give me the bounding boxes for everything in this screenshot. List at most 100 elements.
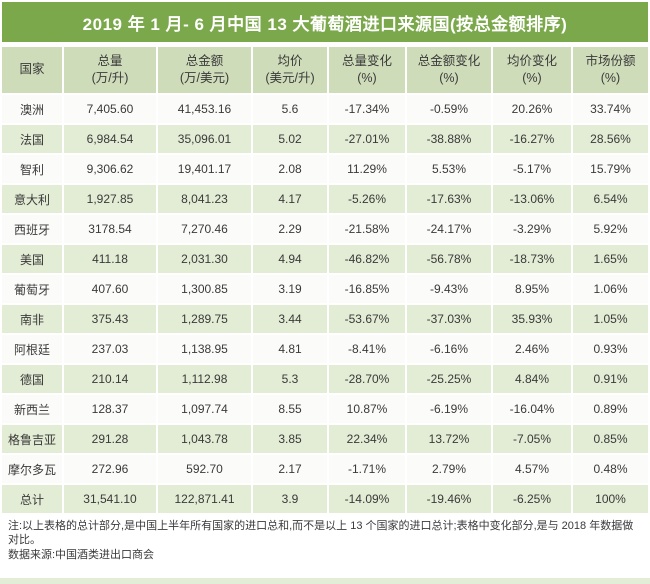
column-header-label: 总金额 [185,53,224,68]
table-row: 智利 9,306.62 19,401.17 2.08 11.29% 5.53% -5.17%… [2,155,648,183]
value-cell: 35.93% [493,305,571,333]
value-cell: 0.48% [573,455,648,483]
value-cell: 28.56% [573,125,648,153]
value-cell: 4.57% [493,455,571,483]
value-cell: -17.34% [329,95,405,123]
value-cell: 291.28 [64,425,156,453]
value-cell: 3178.54 [64,215,156,243]
column-header-0: 国家 [2,47,62,93]
column-header-unit: (%) [357,71,377,85]
value-cell: 8.55 [253,395,327,423]
column-header-unit: (万/美元) [179,71,230,85]
value-cell: 22.34% [329,425,405,453]
value-cell: -6.19% [407,395,491,423]
column-header-label: 均价变化 [506,53,557,68]
country-cell: 智利 [2,155,62,183]
value-cell: 210.14 [64,365,156,393]
value-cell: 19,401.17 [158,155,251,183]
table-row: 澳洲 7,405.60 41,453.16 5.6 -17.34% -0.59% 20.26… [2,95,648,123]
table-row: 美国 411.18 2,031.30 4.94 -46.82% -56.78% -18.73… [2,245,648,273]
country-cell: 南非 [2,305,62,333]
value-cell: 0.85% [573,425,648,453]
column-header-unit: (万/升) [91,71,129,85]
value-cell: 0.89% [573,395,648,423]
value-cell: -24.17% [407,215,491,243]
value-cell: 407.60 [64,275,156,303]
value-cell: -6.16% [407,335,491,363]
value-cell: 4.84% [493,365,571,393]
value-cell: 41,453.16 [158,95,251,123]
value-cell: -16.27% [493,125,571,153]
column-header-label: 国家 [19,62,45,77]
country-cell: 法国 [2,125,62,153]
value-cell: -16.85% [329,275,405,303]
value-cell: -18.73% [493,245,571,273]
country-cell: 西班牙 [2,215,62,243]
value-cell: -38.88% [407,125,491,153]
value-cell: 3.44 [253,305,327,333]
value-cell: 1,289.75 [158,305,251,333]
value-cell: 2.29 [253,215,327,243]
column-header-unit: (美元/升) [265,71,315,85]
value-cell: -16.04% [493,395,571,423]
value-cell: 35,096.01 [158,125,251,153]
value-cell: 5.3 [253,365,327,393]
value-cell: -13.06% [493,185,571,213]
value-cell: 7,270.46 [158,215,251,243]
value-cell: -25.25% [407,365,491,393]
value-cell: -56.78% [407,245,491,273]
value-cell: 1,927.85 [64,185,156,213]
column-header-7: 市场份额 (%) [573,47,648,93]
value-cell: -19.46% [407,485,491,513]
value-cell: -21.58% [329,215,405,243]
table-header-row: 国家 总量 (万/升) 总金额 (万/美元) 均价 (美元/升) 总量变化 (%) 总金额变化 (%… [2,47,648,93]
country-cell: 摩尔多瓦 [2,455,62,483]
country-cell: 美国 [2,245,62,273]
value-cell: 1,043.78 [158,425,251,453]
value-cell: 1.65% [573,245,648,273]
value-cell: 1,300.85 [158,275,251,303]
page-title: 2019 年 1 月- 6 月中国 13 大葡萄酒进口来源国(按总金额排序) [82,14,568,34]
value-cell: 5.53% [407,155,491,183]
country-cell: 总计 [2,485,62,513]
value-cell: 3.9 [253,485,327,513]
column-header-label: 总量变化 [341,53,392,68]
column-header-5: 总金额变化 (%) [407,47,491,93]
column-header-label: 总量 [97,53,123,68]
value-cell: 3.85 [253,425,327,453]
country-cell: 葡萄牙 [2,275,62,303]
value-cell: 237.03 [64,335,156,363]
value-cell: -37.03% [407,305,491,333]
value-cell: 2.46% [493,335,571,363]
value-cell: 1,112.98 [158,365,251,393]
value-cell: 128.37 [64,395,156,423]
table-row: 法国 6,984.54 35,096.01 5.02 -27.01% -38.88% -16… [2,125,648,153]
column-header-6: 均价变化 (%) [493,47,571,93]
value-cell: -53.67% [329,305,405,333]
table-row: 新西兰 128.37 1,097.74 8.55 10.87% -6.19% -16.04%… [2,395,648,423]
bottom-border-strip [0,578,650,584]
value-cell: 0.91% [573,365,648,393]
table-row: 西班牙 3178.54 7,270.46 2.29 -21.58% -24.17% -3.2… [2,215,648,243]
value-cell: 8,041.23 [158,185,251,213]
country-cell: 格鲁吉亚 [2,425,62,453]
value-cell: 4.81 [253,335,327,363]
value-cell: -6.25% [493,485,571,513]
table-row: 意大利 1,927.85 8,041.23 4.17 -5.26% -17.63% -13.… [2,185,648,213]
value-cell: -0.59% [407,95,491,123]
column-header-label: 均价 [277,53,303,68]
value-cell: 7,405.60 [64,95,156,123]
value-cell: 6,984.54 [64,125,156,153]
column-header-3: 均价 (美元/升) [253,47,327,93]
value-cell: 100% [573,485,648,513]
value-cell: -17.63% [407,185,491,213]
value-cell: 20.26% [493,95,571,123]
value-cell: 0.93% [573,335,648,363]
value-cell: -28.70% [329,365,405,393]
table-row: 南非 375.43 1,289.75 3.44 -53.67% -37.03% 35.93%… [2,305,648,333]
value-cell: 1.06% [573,275,648,303]
country-cell: 阿根廷 [2,335,62,363]
value-cell: 1,138.95 [158,335,251,363]
value-cell: -8.41% [329,335,405,363]
column-header-1: 总量 (万/升) [64,47,156,93]
